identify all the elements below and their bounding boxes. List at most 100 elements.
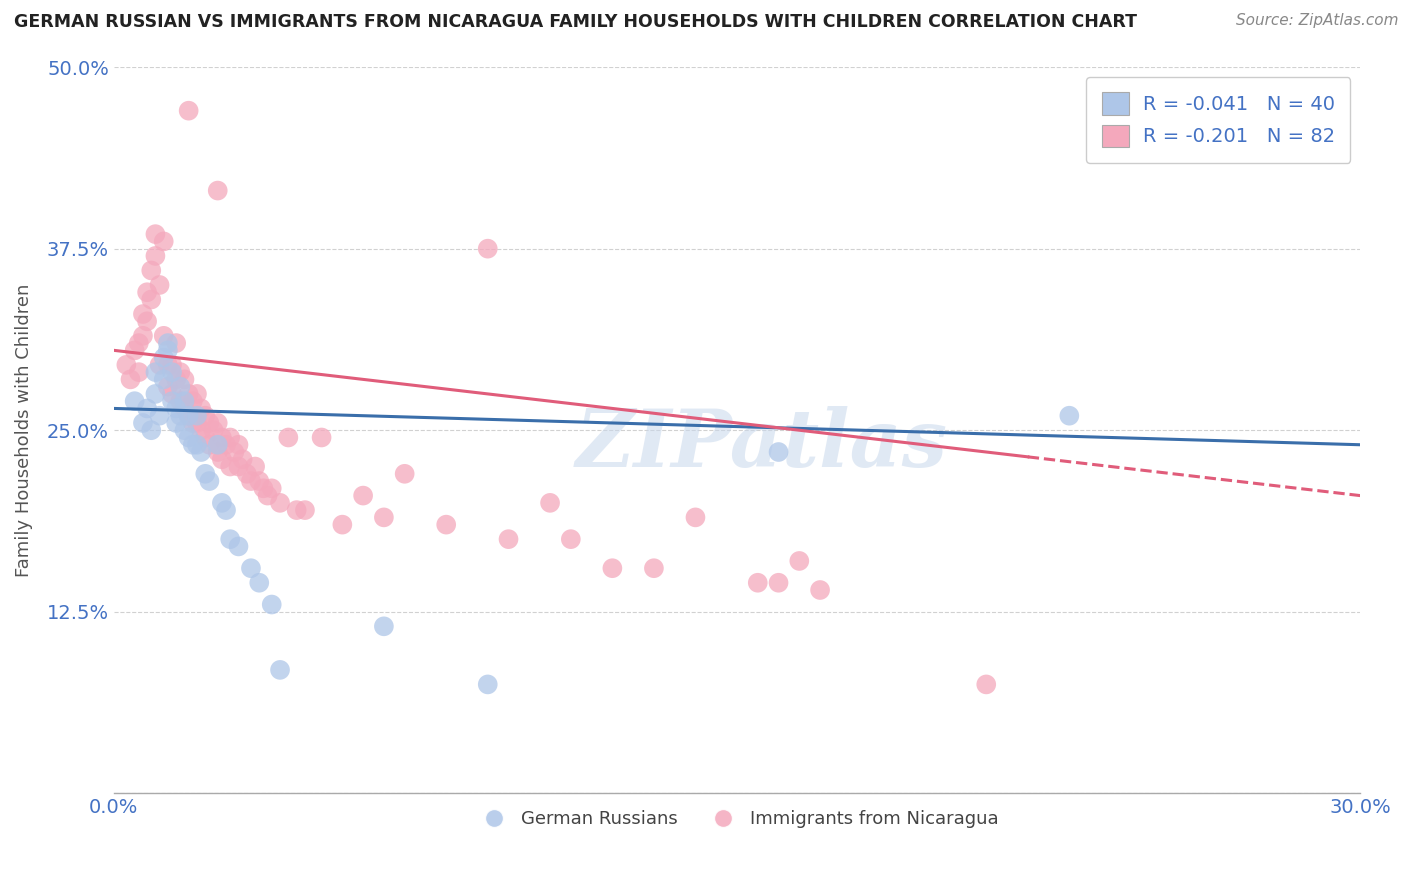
- Point: [211, 452, 233, 467]
- Point: [141, 423, 163, 437]
- Point: [177, 103, 200, 118]
- Point: [165, 336, 187, 351]
- Point: [685, 510, 707, 524]
- Point: [768, 445, 790, 459]
- Point: [173, 372, 195, 386]
- Point: [538, 496, 561, 510]
- Point: [207, 184, 229, 198]
- Point: [165, 401, 187, 416]
- Point: [974, 677, 997, 691]
- Point: [602, 561, 624, 575]
- Point: [247, 575, 270, 590]
- Point: [269, 496, 291, 510]
- Point: [219, 532, 242, 546]
- Point: [1059, 409, 1081, 423]
- Point: [124, 343, 146, 358]
- Point: [228, 438, 250, 452]
- Point: [128, 365, 150, 379]
- Point: [124, 394, 146, 409]
- Point: [128, 336, 150, 351]
- Point: [169, 379, 191, 393]
- Point: [560, 532, 582, 546]
- Point: [120, 372, 142, 386]
- Point: [136, 285, 159, 300]
- Point: [177, 409, 200, 423]
- Point: [239, 561, 262, 575]
- Point: [285, 503, 308, 517]
- Point: [145, 227, 167, 241]
- Point: [747, 575, 769, 590]
- Point: [152, 372, 174, 386]
- Point: [156, 358, 179, 372]
- Point: [224, 445, 246, 459]
- Point: [194, 409, 217, 423]
- Point: [243, 459, 266, 474]
- Point: [136, 401, 159, 416]
- Point: [373, 510, 395, 524]
- Point: [477, 677, 499, 691]
- Point: [160, 365, 183, 379]
- Point: [148, 277, 170, 292]
- Point: [219, 459, 242, 474]
- Point: [477, 242, 499, 256]
- Point: [808, 582, 831, 597]
- Point: [177, 430, 200, 444]
- Point: [145, 365, 167, 379]
- Point: [207, 438, 229, 452]
- Point: [311, 430, 333, 444]
- Point: [181, 394, 204, 409]
- Point: [156, 379, 179, 393]
- Point: [256, 489, 278, 503]
- Point: [169, 394, 191, 409]
- Point: [373, 619, 395, 633]
- Point: [239, 474, 262, 488]
- Legend: German Russians, Immigrants from Nicaragua: German Russians, Immigrants from Nicarag…: [468, 803, 1005, 835]
- Point: [132, 328, 155, 343]
- Point: [141, 263, 163, 277]
- Point: [186, 416, 208, 430]
- Point: [190, 445, 212, 459]
- Point: [190, 401, 212, 416]
- Point: [165, 416, 187, 430]
- Text: ZIPatlas: ZIPatlas: [576, 406, 948, 483]
- Point: [190, 423, 212, 437]
- Point: [352, 489, 374, 503]
- Point: [228, 540, 250, 554]
- Point: [152, 235, 174, 249]
- Text: GERMAN RUSSIAN VS IMMIGRANTS FROM NICARAGUA FAMILY HOUSEHOLDS WITH CHILDREN CORR: GERMAN RUSSIAN VS IMMIGRANTS FROM NICARA…: [14, 13, 1137, 31]
- Point: [207, 416, 229, 430]
- Point: [148, 409, 170, 423]
- Point: [198, 438, 221, 452]
- Point: [181, 416, 204, 430]
- Point: [156, 336, 179, 351]
- Point: [198, 474, 221, 488]
- Point: [152, 328, 174, 343]
- Point: [173, 423, 195, 437]
- Point: [294, 503, 316, 517]
- Point: [211, 430, 233, 444]
- Point: [186, 438, 208, 452]
- Point: [330, 517, 353, 532]
- Point: [160, 387, 183, 401]
- Point: [215, 503, 238, 517]
- Point: [181, 438, 204, 452]
- Point: [115, 358, 138, 372]
- Point: [132, 416, 155, 430]
- Point: [277, 430, 299, 444]
- Point: [207, 445, 229, 459]
- Point: [136, 314, 159, 328]
- Point: [789, 554, 811, 568]
- Point: [194, 467, 217, 481]
- Point: [232, 452, 254, 467]
- Point: [169, 365, 191, 379]
- Point: [177, 409, 200, 423]
- Point: [643, 561, 665, 575]
- Point: [132, 307, 155, 321]
- Point: [141, 293, 163, 307]
- Point: [145, 387, 167, 401]
- Point: [215, 438, 238, 452]
- Point: [177, 387, 200, 401]
- Point: [260, 481, 283, 495]
- Point: [202, 423, 225, 437]
- Point: [156, 343, 179, 358]
